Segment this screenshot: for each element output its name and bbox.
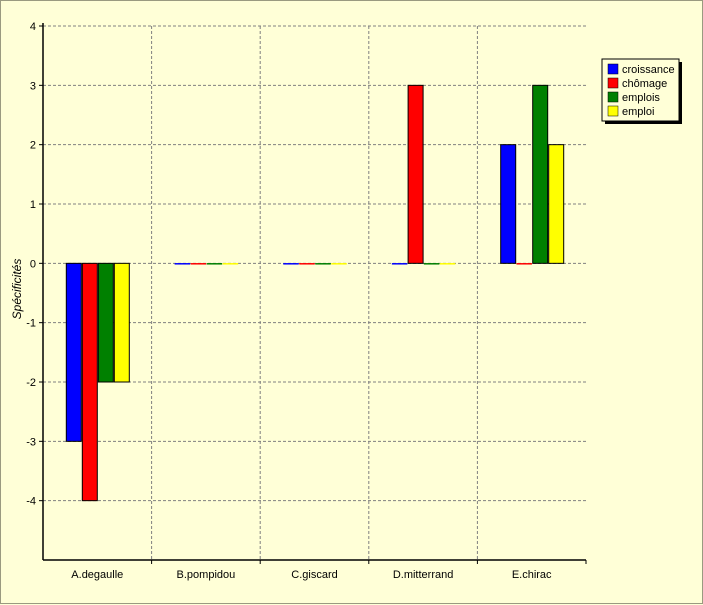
bar <box>283 263 299 265</box>
bar <box>439 263 456 265</box>
y-tick-label: -4 <box>26 496 36 508</box>
bar <box>500 144 517 264</box>
y-tick-label: 0 <box>30 258 36 270</box>
bar <box>315 263 331 265</box>
x-tick-label: D.mitterrand <box>393 569 454 581</box>
bar <box>222 263 239 265</box>
x-tick-label: E.chirac <box>512 569 552 581</box>
y-tick-label: 4 <box>30 21 36 33</box>
x-tick-label: B.pompidou <box>177 569 236 581</box>
bar <box>331 263 347 265</box>
bar <box>206 263 223 265</box>
x-tick-label: C.giscard <box>291 569 337 581</box>
bar <box>81 262 98 502</box>
bars <box>65 84 565 502</box>
y-tick-label: -3 <box>26 436 36 448</box>
bar <box>97 262 114 383</box>
legend-swatch <box>607 105 619 117</box>
bar <box>65 262 82 442</box>
y-tick-label: -1 <box>26 318 36 330</box>
legend-swatch <box>607 77 619 89</box>
tick-labels: 4 3 2 1 0 -1 -2 -3 -4 A.degaulle B.pompidou C.gisca… <box>26 21 552 581</box>
bar <box>190 263 207 265</box>
bar <box>548 144 565 264</box>
y-tick-label: -2 <box>26 377 36 389</box>
bar <box>532 84 549 264</box>
legend-label: croissance <box>622 64 675 76</box>
x-tick-label: A.degaulle <box>71 569 123 581</box>
bar <box>516 263 532 265</box>
legend-swatch <box>607 91 619 103</box>
legend-swatch <box>607 63 619 75</box>
bar <box>407 84 424 264</box>
y-tick-label: 2 <box>30 140 36 152</box>
bar <box>174 263 191 265</box>
bar <box>113 262 130 383</box>
legend-label: emploi <box>622 106 654 118</box>
y-tick-label: 1 <box>30 199 36 211</box>
bar <box>391 263 408 265</box>
bar <box>423 263 440 265</box>
axes <box>39 23 587 564</box>
legend-label: chômage <box>622 78 667 90</box>
legend-label: emplois <box>622 92 660 104</box>
bar <box>299 263 315 265</box>
legend: croissance chômage emplois emploi <box>601 58 682 124</box>
y-axis-label: Spécificités <box>10 259 24 320</box>
y-tick-label: 3 <box>30 80 36 92</box>
